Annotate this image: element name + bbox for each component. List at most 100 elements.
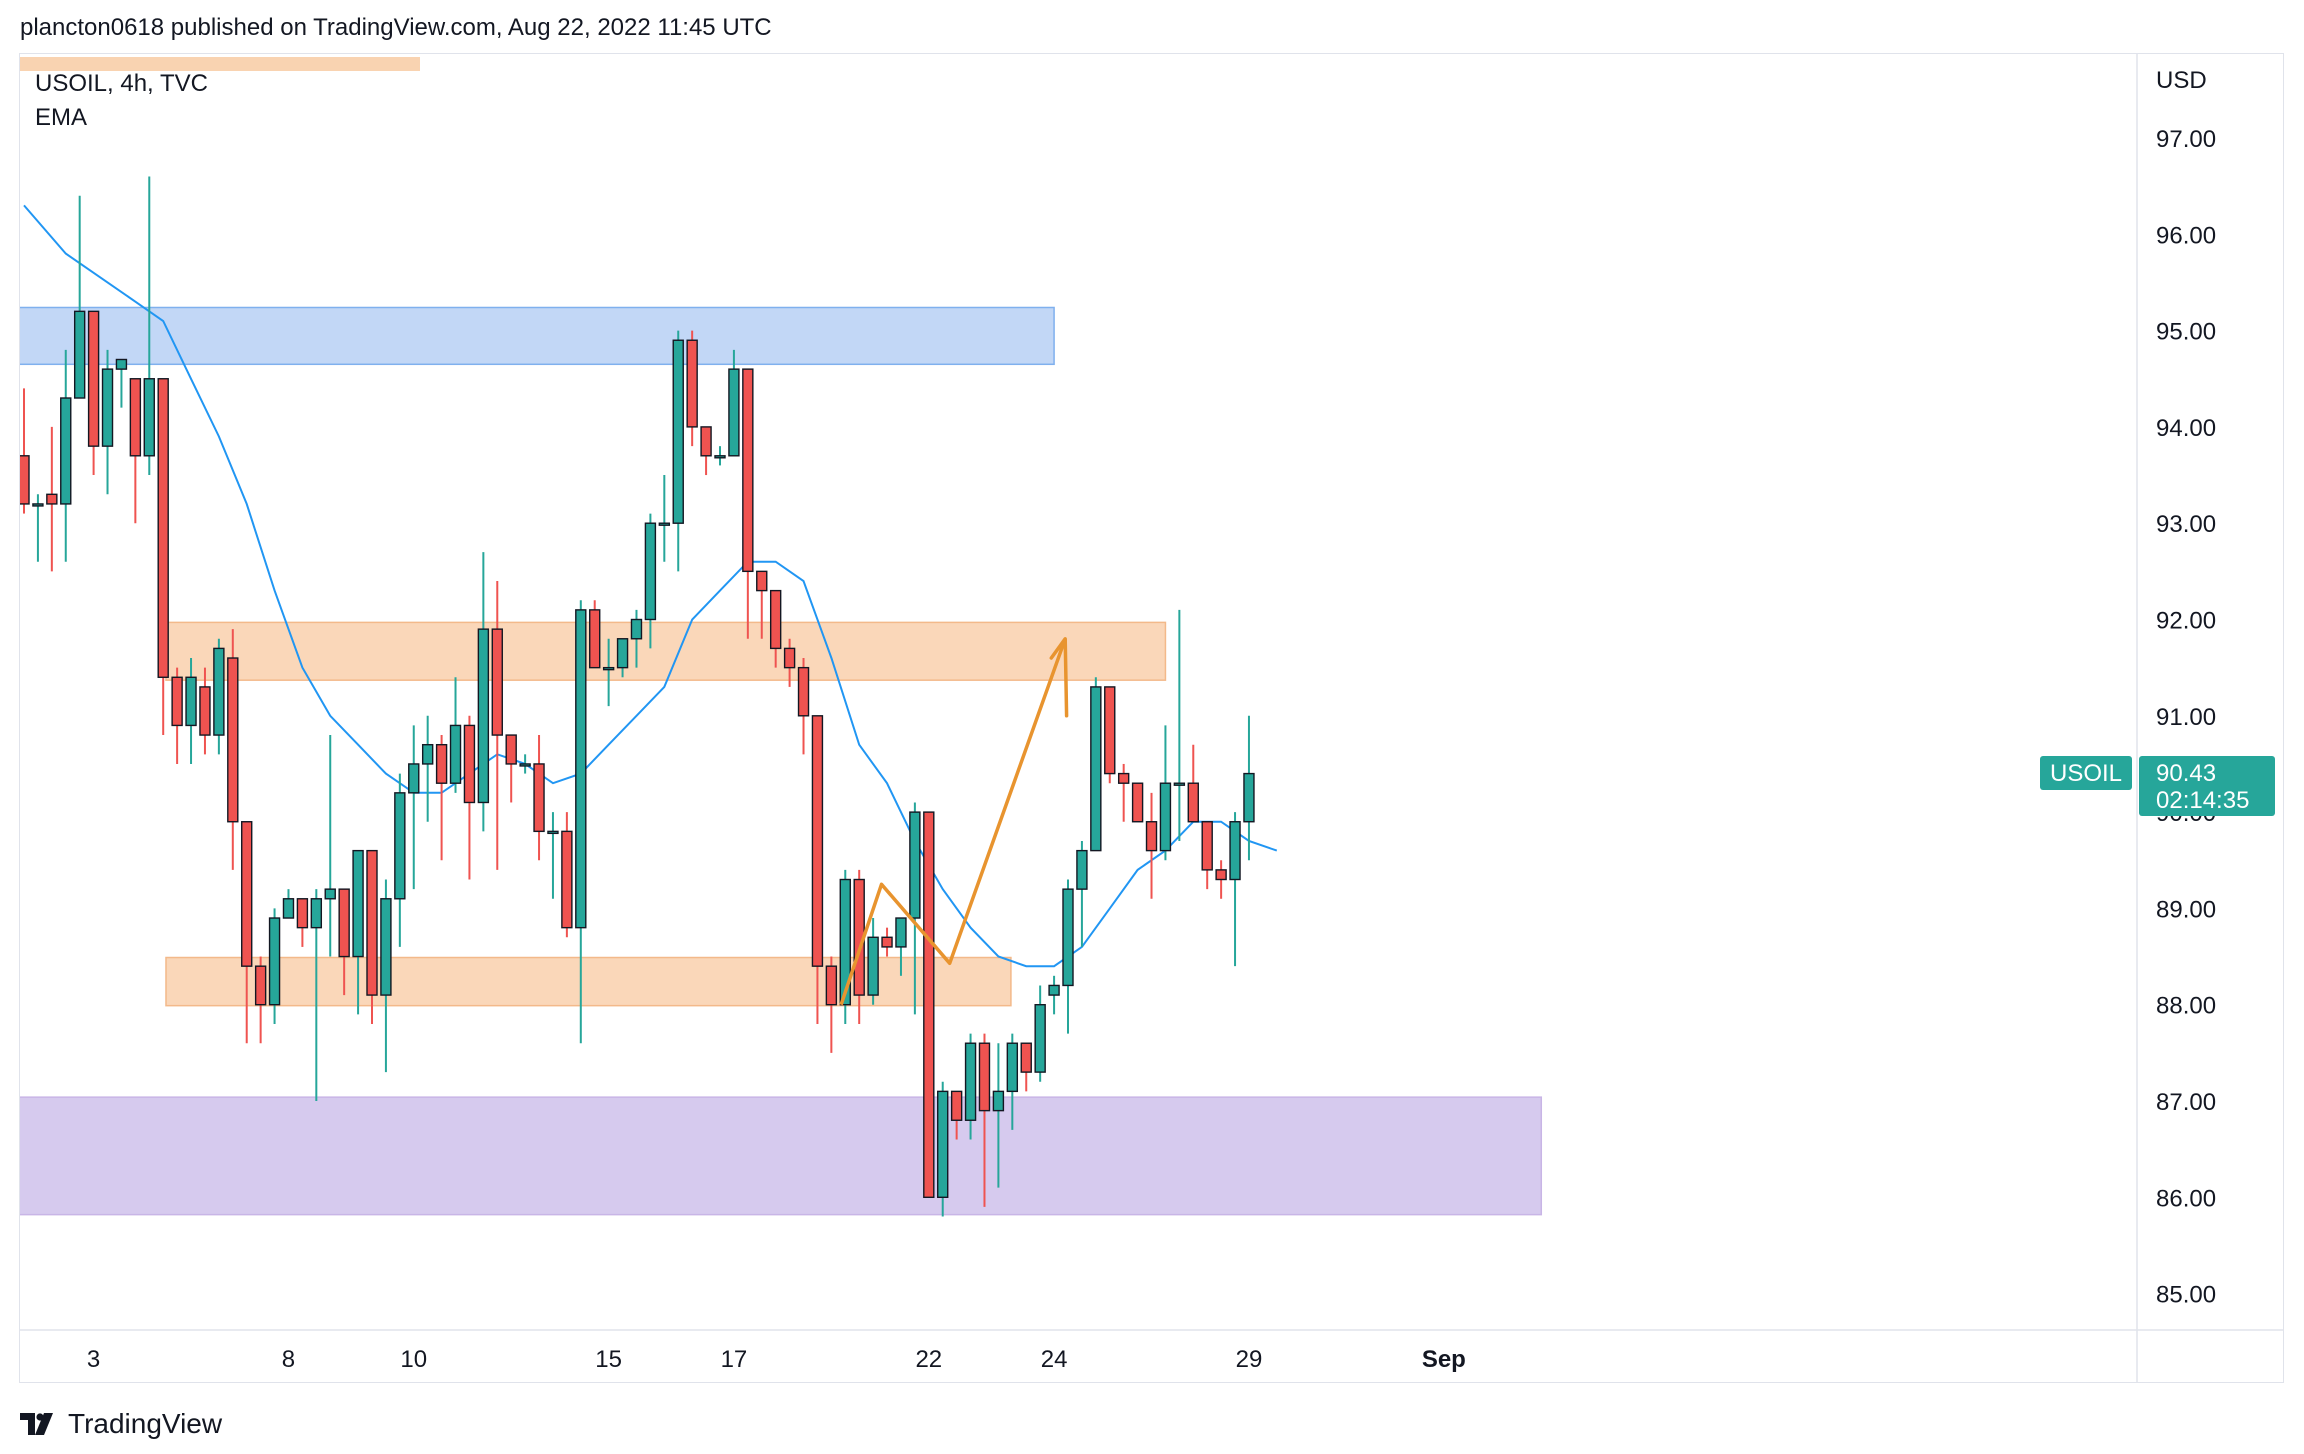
- candle[interactable]: [129, 378, 142, 524]
- candle[interactable]: [157, 378, 169, 736]
- candle[interactable]: [199, 667, 211, 755]
- candle[interactable]: [825, 956, 838, 1053]
- candle[interactable]: [728, 349, 740, 457]
- projection-arrowhead[interactable]: [1049, 637, 1069, 718]
- candle[interactable]: [338, 888, 350, 996]
- ema-indicator-label[interactable]: EMA: [35, 104, 88, 131]
- candle[interactable]: [324, 735, 336, 957]
- candle[interactable]: [366, 849, 378, 1024]
- candle[interactable]: [616, 638, 629, 678]
- price-tick-label: 96.00: [2156, 222, 2216, 249]
- candle[interactable]: [1159, 725, 1172, 861]
- candle-body: [352, 849, 364, 958]
- candle[interactable]: [867, 918, 879, 1005]
- candle[interactable]: [101, 349, 114, 495]
- candle[interactable]: [630, 609, 643, 668]
- candle[interactable]: [449, 677, 462, 793]
- candle[interactable]: [143, 176, 155, 476]
- candle[interactable]: [561, 812, 573, 938]
- candle[interactable]: [992, 1043, 1005, 1188]
- candle[interactable]: [73, 195, 86, 399]
- candle[interactable]: [547, 812, 559, 899]
- candle[interactable]: [700, 426, 712, 476]
- candle[interactable]: [1020, 1042, 1032, 1092]
- candle[interactable]: [1187, 744, 1199, 823]
- candle[interactable]: [213, 638, 225, 755]
- candle[interactable]: [1201, 821, 1213, 890]
- candle[interactable]: [686, 330, 698, 447]
- candle[interactable]: [352, 849, 364, 1015]
- candle[interactable]: [589, 600, 601, 669]
- candle[interactable]: [519, 754, 531, 774]
- candle[interactable]: [1131, 782, 1144, 823]
- candle[interactable]: [60, 349, 72, 562]
- candle[interactable]: [87, 310, 100, 476]
- current-price-symbol-tag: USOIL: [2040, 756, 2132, 790]
- candle[interactable]: [463, 715, 476, 880]
- candle[interactable]: [937, 1081, 949, 1217]
- candle[interactable]: [254, 956, 267, 1044]
- tradingview-logo[interactable]: TradingView: [20, 1408, 222, 1440]
- candle[interactable]: [783, 638, 796, 687]
- candle[interactable]: [46, 426, 58, 572]
- candle[interactable]: [296, 898, 309, 947]
- candle[interactable]: [1076, 840, 1088, 947]
- candle[interactable]: [644, 513, 657, 649]
- candle[interactable]: [881, 927, 893, 957]
- projection-path[interactable]: [839, 638, 1067, 1006]
- candle[interactable]: [923, 811, 935, 1198]
- candle[interactable]: [797, 658, 810, 755]
- candle[interactable]: [310, 889, 323, 1101]
- candle[interactable]: [978, 1033, 991, 1207]
- candle[interactable]: [394, 773, 406, 947]
- candle[interactable]: [421, 715, 434, 822]
- candle-body: [672, 339, 684, 524]
- candle[interactable]: [477, 552, 490, 832]
- candle[interactable]: [839, 869, 851, 1024]
- candle[interactable]: [1173, 609, 1186, 841]
- candle-body: [950, 1090, 963, 1121]
- candle[interactable]: [602, 638, 615, 707]
- candle[interactable]: [115, 358, 128, 408]
- candle[interactable]: [1034, 985, 1046, 1082]
- candle[interactable]: [756, 570, 768, 639]
- candle[interactable]: [672, 330, 684, 572]
- candle[interactable]: [282, 889, 295, 919]
- candle[interactable]: [227, 629, 239, 870]
- symbol-label[interactable]: USOIL, 4h, TVC: [35, 70, 208, 97]
- candle[interactable]: [769, 589, 782, 668]
- candle[interactable]: [714, 446, 726, 466]
- candle[interactable]: [19, 388, 30, 514]
- candle[interactable]: [380, 879, 392, 1073]
- candle[interactable]: [1062, 879, 1074, 1034]
- candle[interactable]: [1229, 812, 1241, 967]
- candle[interactable]: [1117, 763, 1130, 822]
- candle[interactable]: [811, 715, 824, 1024]
- candle[interactable]: [575, 600, 587, 1044]
- candle[interactable]: [742, 368, 754, 639]
- candle[interactable]: [32, 494, 44, 562]
- candle[interactable]: [505, 734, 517, 803]
- candle[interactable]: [435, 735, 448, 861]
- candle[interactable]: [950, 1090, 963, 1140]
- candle-body: [964, 1042, 977, 1121]
- candle[interactable]: [964, 1033, 977, 1140]
- candle[interactable]: [909, 802, 921, 1015]
- candle[interactable]: [533, 735, 545, 861]
- candle[interactable]: [491, 580, 503, 870]
- candle[interactable]: [171, 667, 183, 764]
- candle[interactable]: [1243, 715, 1255, 861]
- candle[interactable]: [1215, 860, 1227, 899]
- candle[interactable]: [658, 475, 671, 562]
- candle[interactable]: [241, 821, 253, 1044]
- candle[interactable]: [185, 658, 197, 764]
- candle[interactable]: [1006, 1033, 1019, 1130]
- candle[interactable]: [1145, 792, 1158, 899]
- candle[interactable]: [268, 908, 281, 1024]
- candle[interactable]: [1048, 975, 1060, 1015]
- candle[interactable]: [1104, 686, 1116, 784]
- candle[interactable]: [895, 917, 907, 976]
- candle[interactable]: [408, 725, 420, 890]
- candle[interactable]: [1090, 677, 1102, 852]
